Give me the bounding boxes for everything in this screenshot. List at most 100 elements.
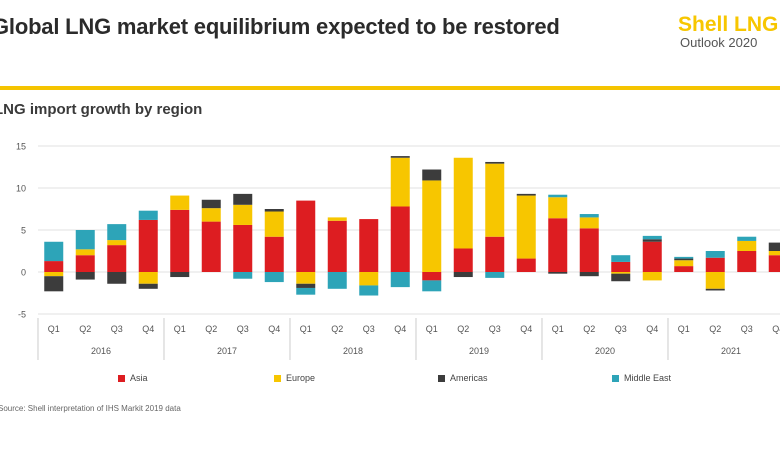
bar-segment-asia [579, 228, 599, 272]
bar-segment-asia [75, 255, 95, 272]
bar-segment-americas [642, 239, 662, 242]
bar-segment-europe [516, 195, 536, 259]
bar-segment-europe [170, 195, 190, 210]
x-tick-label: Q2 [331, 324, 343, 334]
bar-segment-asia [264, 236, 284, 272]
bar-segment-europe [44, 272, 64, 277]
y-tick-label: 10 [16, 184, 26, 194]
x-tick-label: Q3 [111, 324, 123, 334]
bar-segment-europe [138, 272, 158, 284]
x-tick-label: Q2 [457, 324, 469, 334]
bar-segment-middle-east [359, 285, 379, 296]
bar-segment-asia [737, 251, 757, 272]
year-label: 2018 [343, 346, 363, 356]
x-tick-label: Q2 [583, 324, 595, 334]
bar-segment-americas [75, 272, 95, 280]
bar-segment-asia [485, 236, 505, 272]
bar-segment-americas [233, 193, 253, 205]
x-tick-label: Q1 [174, 324, 186, 334]
bar-segment-europe [264, 211, 284, 237]
source-note: Source: Shell interpretation of IHS Mark… [0, 404, 181, 413]
x-tick-label: Q3 [615, 324, 627, 334]
bar-segment-middle-east [264, 272, 284, 283]
bar-segment-europe [737, 240, 757, 251]
bar-segment-asia [422, 272, 442, 281]
bar-segment-americas [548, 272, 568, 274]
bar-segment-europe [453, 157, 473, 249]
brand-name: Shell LNG [678, 13, 779, 36]
bar-segment-middle-east [737, 236, 757, 241]
legend-swatch [438, 374, 445, 382]
legend-item-europe: Europe [274, 370, 315, 386]
year-label: 2017 [217, 346, 237, 356]
x-tick-label: Q4 [268, 324, 280, 334]
bar-segment-middle-east [107, 224, 127, 241]
bar-segment-asia [201, 221, 221, 272]
legend-item-americas: Americas [438, 370, 488, 386]
x-tick-label: Q4 [772, 324, 780, 334]
x-tick-label: Q4 [394, 324, 406, 334]
legend-swatch [612, 374, 619, 382]
lng-import-chart: -5 0 5 10 15 Q1 Q2 Q3 Q4 Q1 Q2 Q3 Q4 Q1 Q2 Q3 Q4 Q1 Q2 Q3 Q4… [16, 142, 780, 360]
bar-segment-americas [138, 283, 158, 289]
x-tick-label: Q1 [678, 324, 690, 334]
bar-segment-middle-east [642, 235, 662, 240]
legend-item-middle-east: Middle East [612, 370, 671, 386]
bar-segment-europe [422, 180, 442, 272]
bar-segment-middle-east [233, 272, 253, 279]
bar-segment-asia [170, 209, 190, 272]
bar-segment-europe [390, 157, 410, 207]
bar-segment-americas [674, 258, 694, 261]
y-tick-label: 15 [16, 142, 26, 152]
x-tick-label: Q3 [489, 324, 501, 334]
x-tick-label: Q1 [552, 324, 564, 334]
page-title: Global LNG market equilibrium expected t… [0, 14, 560, 39]
brand-logo: Shell LNG Outlook 2020 [678, 14, 778, 50]
bar-segment-americas [453, 272, 473, 278]
bar-segment-americas [516, 193, 536, 196]
x-tick-label: Q1 [48, 324, 60, 334]
x-tick-label: Q3 [741, 324, 753, 334]
bar-segment-americas [296, 283, 316, 288]
bar-segment-europe [674, 260, 694, 267]
bar-segment-asia [768, 255, 780, 272]
bar-segment-asia [359, 219, 379, 272]
bar-segment-asia [548, 218, 568, 272]
bar-segment-americas [264, 209, 284, 212]
bar-segment-europe [201, 208, 221, 222]
bar-segment-middle-east [548, 194, 568, 198]
bar-segment-americas [611, 273, 631, 282]
legend-swatch [118, 374, 125, 382]
x-tick-label: Q2 [205, 324, 217, 334]
bar-segment-europe [75, 249, 95, 256]
chart-legend: Asia Europe Americas Middle East [0, 370, 780, 386]
bar-segment-americas [390, 156, 410, 158]
bar-segment-middle-east [674, 256, 694, 259]
bar-segment-middle-east [327, 272, 347, 289]
bar-segment-europe [768, 251, 780, 256]
legend-label: Americas [450, 373, 488, 383]
bar-segment-europe [611, 272, 631, 274]
y-tick-label: -5 [18, 310, 26, 320]
x-tick-label: Q2 [709, 324, 721, 334]
bar-segment-asia [453, 248, 473, 272]
bar-segment-middle-east [579, 214, 599, 218]
bar-segment-europe [548, 197, 568, 219]
bar-segment-europe [579, 217, 599, 229]
year-label: 2016 [91, 346, 111, 356]
bar-segment-americas [768, 242, 780, 251]
bar-segment-europe [705, 272, 725, 289]
bar-segment-asia [705, 257, 725, 272]
header: Global LNG market equilibrium expected t… [0, 0, 780, 90]
bar-segment-americas [422, 169, 442, 181]
bar-segment-middle-east [705, 251, 725, 258]
legend-label: Asia [130, 373, 148, 383]
x-tick-label: Q4 [520, 324, 532, 334]
bar-segment-middle-east [138, 210, 158, 220]
legend-label: Middle East [624, 373, 672, 383]
bar-segment-asia [296, 200, 316, 272]
bar-segment-americas [170, 272, 190, 278]
bar-segment-asia [611, 261, 631, 272]
bar-segment-americas [579, 272, 599, 277]
bar-segment-asia [44, 261, 64, 272]
